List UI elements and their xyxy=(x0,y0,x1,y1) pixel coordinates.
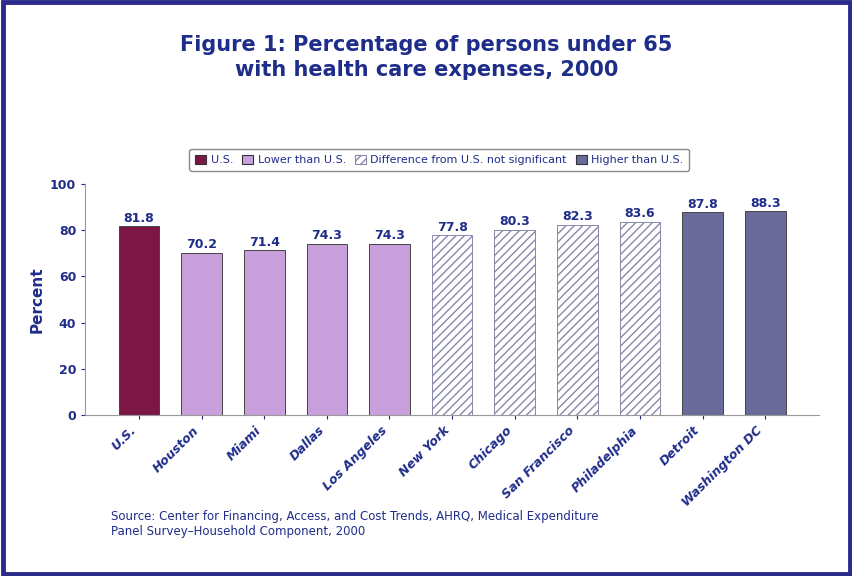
Bar xyxy=(619,222,659,415)
Text: 74.3: 74.3 xyxy=(373,229,405,242)
Text: 74.3: 74.3 xyxy=(311,229,342,242)
Y-axis label: Percent: Percent xyxy=(30,266,44,333)
Text: 81.8: 81.8 xyxy=(124,211,154,225)
Bar xyxy=(494,230,534,415)
Text: 71.4: 71.4 xyxy=(249,236,279,249)
Text: 80.3: 80.3 xyxy=(498,215,529,228)
Text: 70.2: 70.2 xyxy=(186,238,217,251)
Text: 77.8: 77.8 xyxy=(436,221,467,234)
Text: 82.3: 82.3 xyxy=(561,210,592,223)
Text: 87.8: 87.8 xyxy=(687,198,717,211)
Bar xyxy=(369,244,409,415)
Bar xyxy=(181,253,222,415)
Bar xyxy=(682,213,722,415)
Text: Source: Center for Financing, Access, and Cost Trends, AHRQ, Medical Expenditure: Source: Center for Financing, Access, an… xyxy=(111,510,598,538)
Text: 83.6: 83.6 xyxy=(624,207,654,221)
Bar xyxy=(306,244,347,415)
Bar xyxy=(556,225,597,415)
Text: Figure 1: Percentage of persons under 65
with health care expenses, 2000: Figure 1: Percentage of persons under 65… xyxy=(180,35,672,80)
Bar xyxy=(744,211,785,415)
Text: 88.3: 88.3 xyxy=(749,196,780,210)
Bar xyxy=(244,250,285,415)
Bar xyxy=(118,226,159,415)
Legend: U.S., Lower than U.S., Difference from U.S. not significant, Higher than U.S.: U.S., Lower than U.S., Difference from U… xyxy=(189,149,688,170)
Bar xyxy=(431,236,472,415)
